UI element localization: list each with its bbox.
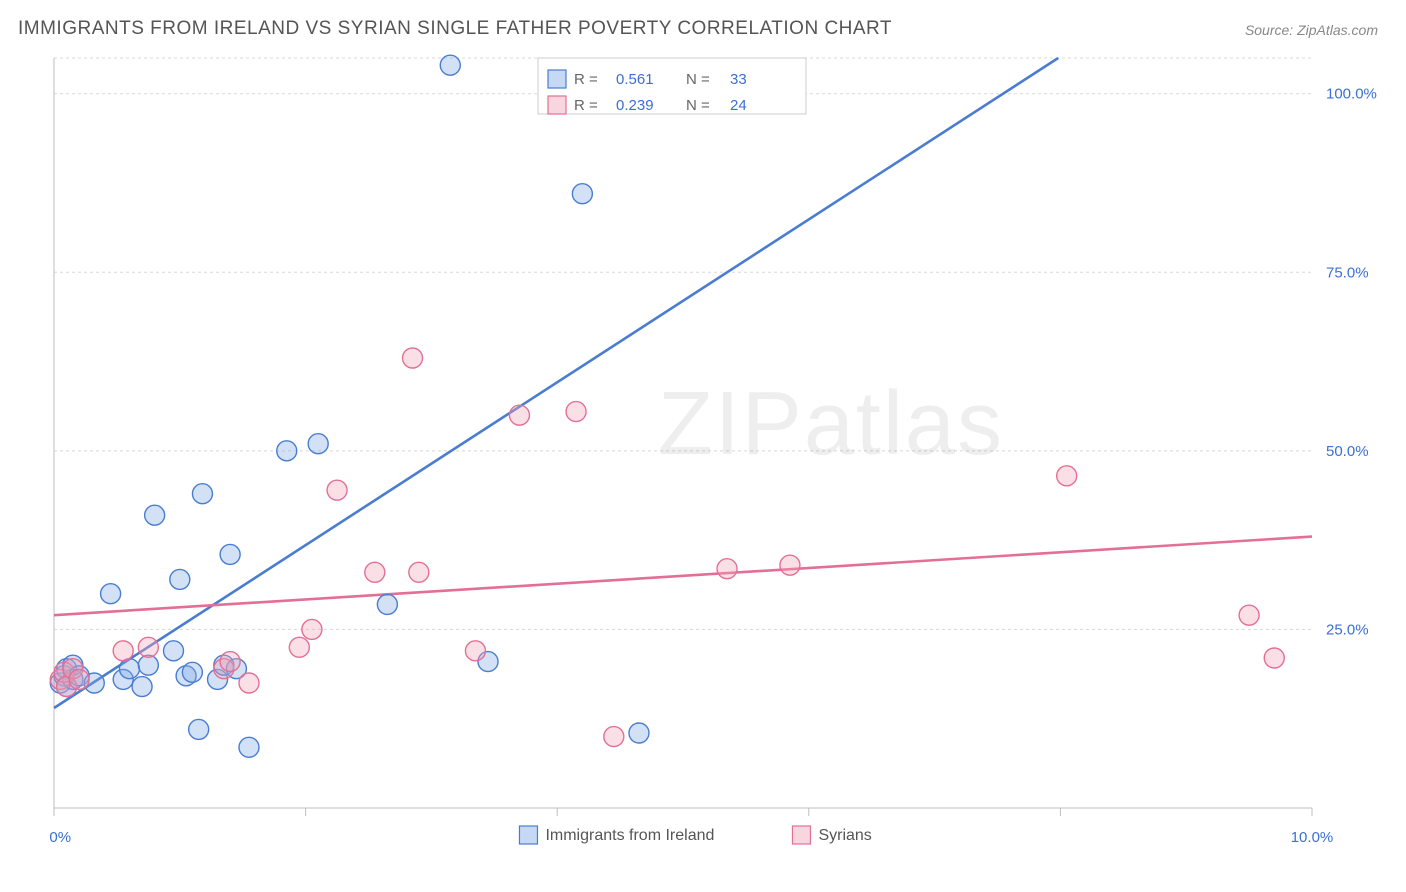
data-point <box>1057 466 1077 486</box>
data-point <box>138 637 158 657</box>
legend-n-label: N = <box>686 97 710 114</box>
data-point <box>629 723 649 743</box>
x-tick-label: 10.0% <box>1291 829 1334 846</box>
data-point <box>409 562 429 582</box>
legend-n-label: N = <box>686 71 710 88</box>
data-point <box>119 659 139 679</box>
legend-r-value: 0.239 <box>616 97 654 114</box>
data-point <box>164 641 184 661</box>
data-point <box>170 569 190 589</box>
data-point <box>239 737 259 757</box>
y-tick-label: 100.0% <box>1326 86 1377 103</box>
data-point <box>138 655 158 675</box>
data-point <box>465 641 485 661</box>
series-label: Immigrants from Ireland <box>545 827 714 844</box>
data-point <box>101 584 121 604</box>
source-attribution: Source: ZipAtlas.com <box>1245 22 1378 38</box>
legend-n-value: 33 <box>730 71 747 88</box>
source-prefix: Source: <box>1245 22 1297 38</box>
legend-swatch <box>548 70 566 88</box>
data-point <box>192 484 212 504</box>
data-point <box>403 348 423 368</box>
data-point <box>1264 648 1284 668</box>
stats-legend: R = 0.561 N = 33 R = 0.239 N = 24 <box>538 58 806 114</box>
legend-r-value: 0.561 <box>616 71 654 88</box>
source-name: ZipAtlas.com <box>1297 22 1378 38</box>
series-label: Syrians <box>818 827 871 844</box>
data-point <box>377 594 397 614</box>
data-point <box>327 480 347 500</box>
data-point <box>509 405 529 425</box>
x-tick-label: 0.0% <box>48 829 71 846</box>
legend-swatch <box>548 96 566 114</box>
legend-swatch <box>519 826 537 844</box>
regression-line <box>54 537 1312 616</box>
data-point <box>566 402 586 422</box>
data-point <box>440 55 460 75</box>
data-point <box>182 662 202 682</box>
y-tick-label: 50.0% <box>1326 443 1369 460</box>
data-point <box>302 619 322 639</box>
y-tick-label: 75.0% <box>1326 264 1369 281</box>
legend-n-value: 24 <box>730 97 747 114</box>
data-point <box>780 555 800 575</box>
data-point <box>220 544 240 564</box>
data-point <box>289 637 309 657</box>
data-point <box>572 184 592 204</box>
data-point <box>145 505 165 525</box>
legend-swatch <box>792 826 810 844</box>
scatter-plot: 0.0% 10.0% 25.0% 50.0% 75.0% 100.0% R = 0.561 N… <box>48 50 1388 870</box>
legend-r-label: R = <box>574 71 598 88</box>
chart-title: IMMIGRANTS FROM IRELAND VS SYRIAN SINGLE… <box>18 18 892 40</box>
data-point <box>239 673 259 693</box>
data-point <box>717 559 737 579</box>
data-point <box>113 641 133 661</box>
legend-r-label: R = <box>574 97 598 114</box>
data-point <box>365 562 385 582</box>
data-point <box>220 652 240 672</box>
data-point <box>277 441 297 461</box>
data-point <box>308 434 328 454</box>
data-point <box>132 677 152 697</box>
chart-container: IMMIGRANTS FROM IRELAND VS SYRIAN SINGLE… <box>0 0 1406 892</box>
data-point <box>1239 605 1259 625</box>
y-tick-label: 25.0% <box>1326 621 1369 638</box>
data-point <box>189 719 209 739</box>
regression-line <box>54 58 1058 708</box>
data-point <box>604 727 624 747</box>
data-point <box>69 669 89 689</box>
